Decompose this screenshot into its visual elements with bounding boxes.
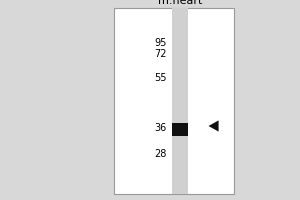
Polygon shape [208, 120, 219, 132]
Text: 36: 36 [154, 123, 167, 133]
Text: 55: 55 [154, 73, 167, 83]
Text: 28: 28 [154, 149, 167, 159]
Bar [172, 8, 188, 194]
Text: 95: 95 [154, 38, 167, 48]
Text: 72: 72 [154, 49, 167, 59]
Bar [172, 122, 188, 136]
Text: m.heart: m.heart [158, 0, 202, 6]
Bar [114, 8, 234, 194]
